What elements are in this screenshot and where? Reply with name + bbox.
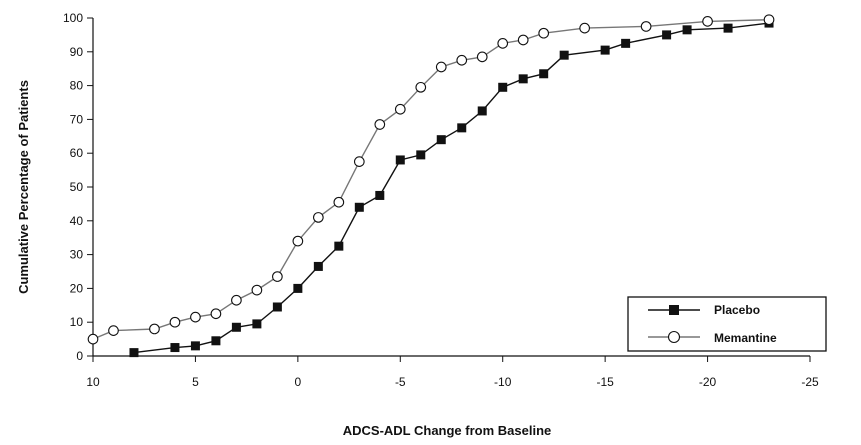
data-point-memantine [87,333,99,345]
y-tick-label: 80 [70,79,84,93]
y-axis-title: Cumulative Percentage of Patients [16,80,31,294]
x-tick-label: -15 [596,375,614,389]
data-point-memantine [640,21,652,32]
data-point-memantine [456,54,468,66]
data-point-placebo [375,190,385,200]
data-point-placebo [252,319,262,329]
data-point-memantine [251,284,263,296]
series-line-memantine [92,19,770,340]
y-tick-label: 10 [70,315,84,329]
data-point-memantine [272,271,283,282]
data-point-placebo [395,155,405,165]
x-tick-label: -10 [494,375,512,389]
y-axis-ticks: 0 10 20 30 40 50 60 70 80 90 100 [63,11,93,363]
data-point-placebo [539,69,549,79]
y-tick-label: 100 [63,11,83,25]
data-point-placebo [211,336,221,346]
x-axis-title: ADCS-ADL Change from Baseline [343,423,552,438]
data-point-memantine [579,22,591,34]
data-point-memantine [435,61,447,73]
x-tick-label: 5 [192,375,199,389]
x-tick-label: -20 [699,375,717,389]
series-memantine [87,14,775,345]
y-tick-label: 40 [70,214,84,228]
data-point-placebo [129,348,139,358]
data-point-placebo [436,135,446,145]
data-point-memantine [517,34,529,46]
series-layer [87,14,775,358]
data-point-placebo [231,322,241,332]
data-point-placebo [662,30,672,40]
data-point-placebo [293,283,303,293]
data-point-memantine [394,103,406,115]
data-point-placebo [416,150,426,160]
data-point-placebo [190,341,200,351]
data-point-placebo [723,23,733,33]
legend-marker-memantine [667,330,681,344]
data-point-memantine [476,51,488,63]
legend-box [627,296,827,352]
x-axis-ticks: 10 5 0 -5 -10 -15 -20 -25 [86,356,819,389]
legend: Placebo Memantine [627,296,827,352]
x-tick-label: -25 [801,375,819,389]
data-point-placebo [313,261,323,271]
y-tick-label: 20 [70,281,84,295]
data-point-memantine [353,156,365,167]
y-tick-label: 0 [76,349,83,363]
data-point-memantine [497,37,509,49]
y-tick-label: 90 [70,45,84,59]
data-point-placebo [170,343,180,353]
y-tick-label: 50 [70,180,84,194]
data-point-memantine [538,27,550,39]
data-point-memantine [210,308,222,320]
data-point-memantine [190,311,201,323]
data-point-memantine [149,323,160,335]
data-point-placebo [559,50,569,60]
data-point-placebo [682,25,692,35]
data-point-placebo [498,82,508,92]
data-point-memantine [169,316,181,328]
data-point-memantine [702,16,713,27]
y-tick-label: 70 [70,112,84,126]
data-point-placebo [272,302,282,312]
data-point-memantine [415,81,427,93]
data-point-memantine [231,294,242,306]
y-tick-label: 60 [70,146,84,160]
data-point-placebo [600,45,610,55]
x-tick-label: -5 [395,375,406,389]
data-point-memantine [108,325,119,337]
legend-marker-placebo [669,305,679,315]
series-placebo [129,18,774,358]
x-tick-label: 10 [86,375,100,389]
y-tick-label: 30 [70,248,84,262]
data-point-placebo [354,202,364,212]
data-point-placebo [457,123,467,133]
data-point-memantine [374,119,386,130]
data-point-placebo [621,38,631,48]
legend-label-memantine: Memantine [714,331,777,345]
data-point-memantine [292,235,304,247]
data-point-memantine [333,196,345,208]
x-tick-label: 0 [295,375,302,389]
data-point-memantine [763,14,775,26]
data-point-memantine [312,212,324,223]
data-point-placebo [518,74,528,84]
legend-label-placebo: Placebo [714,303,760,317]
data-point-placebo [334,241,344,251]
data-point-placebo [477,106,487,116]
